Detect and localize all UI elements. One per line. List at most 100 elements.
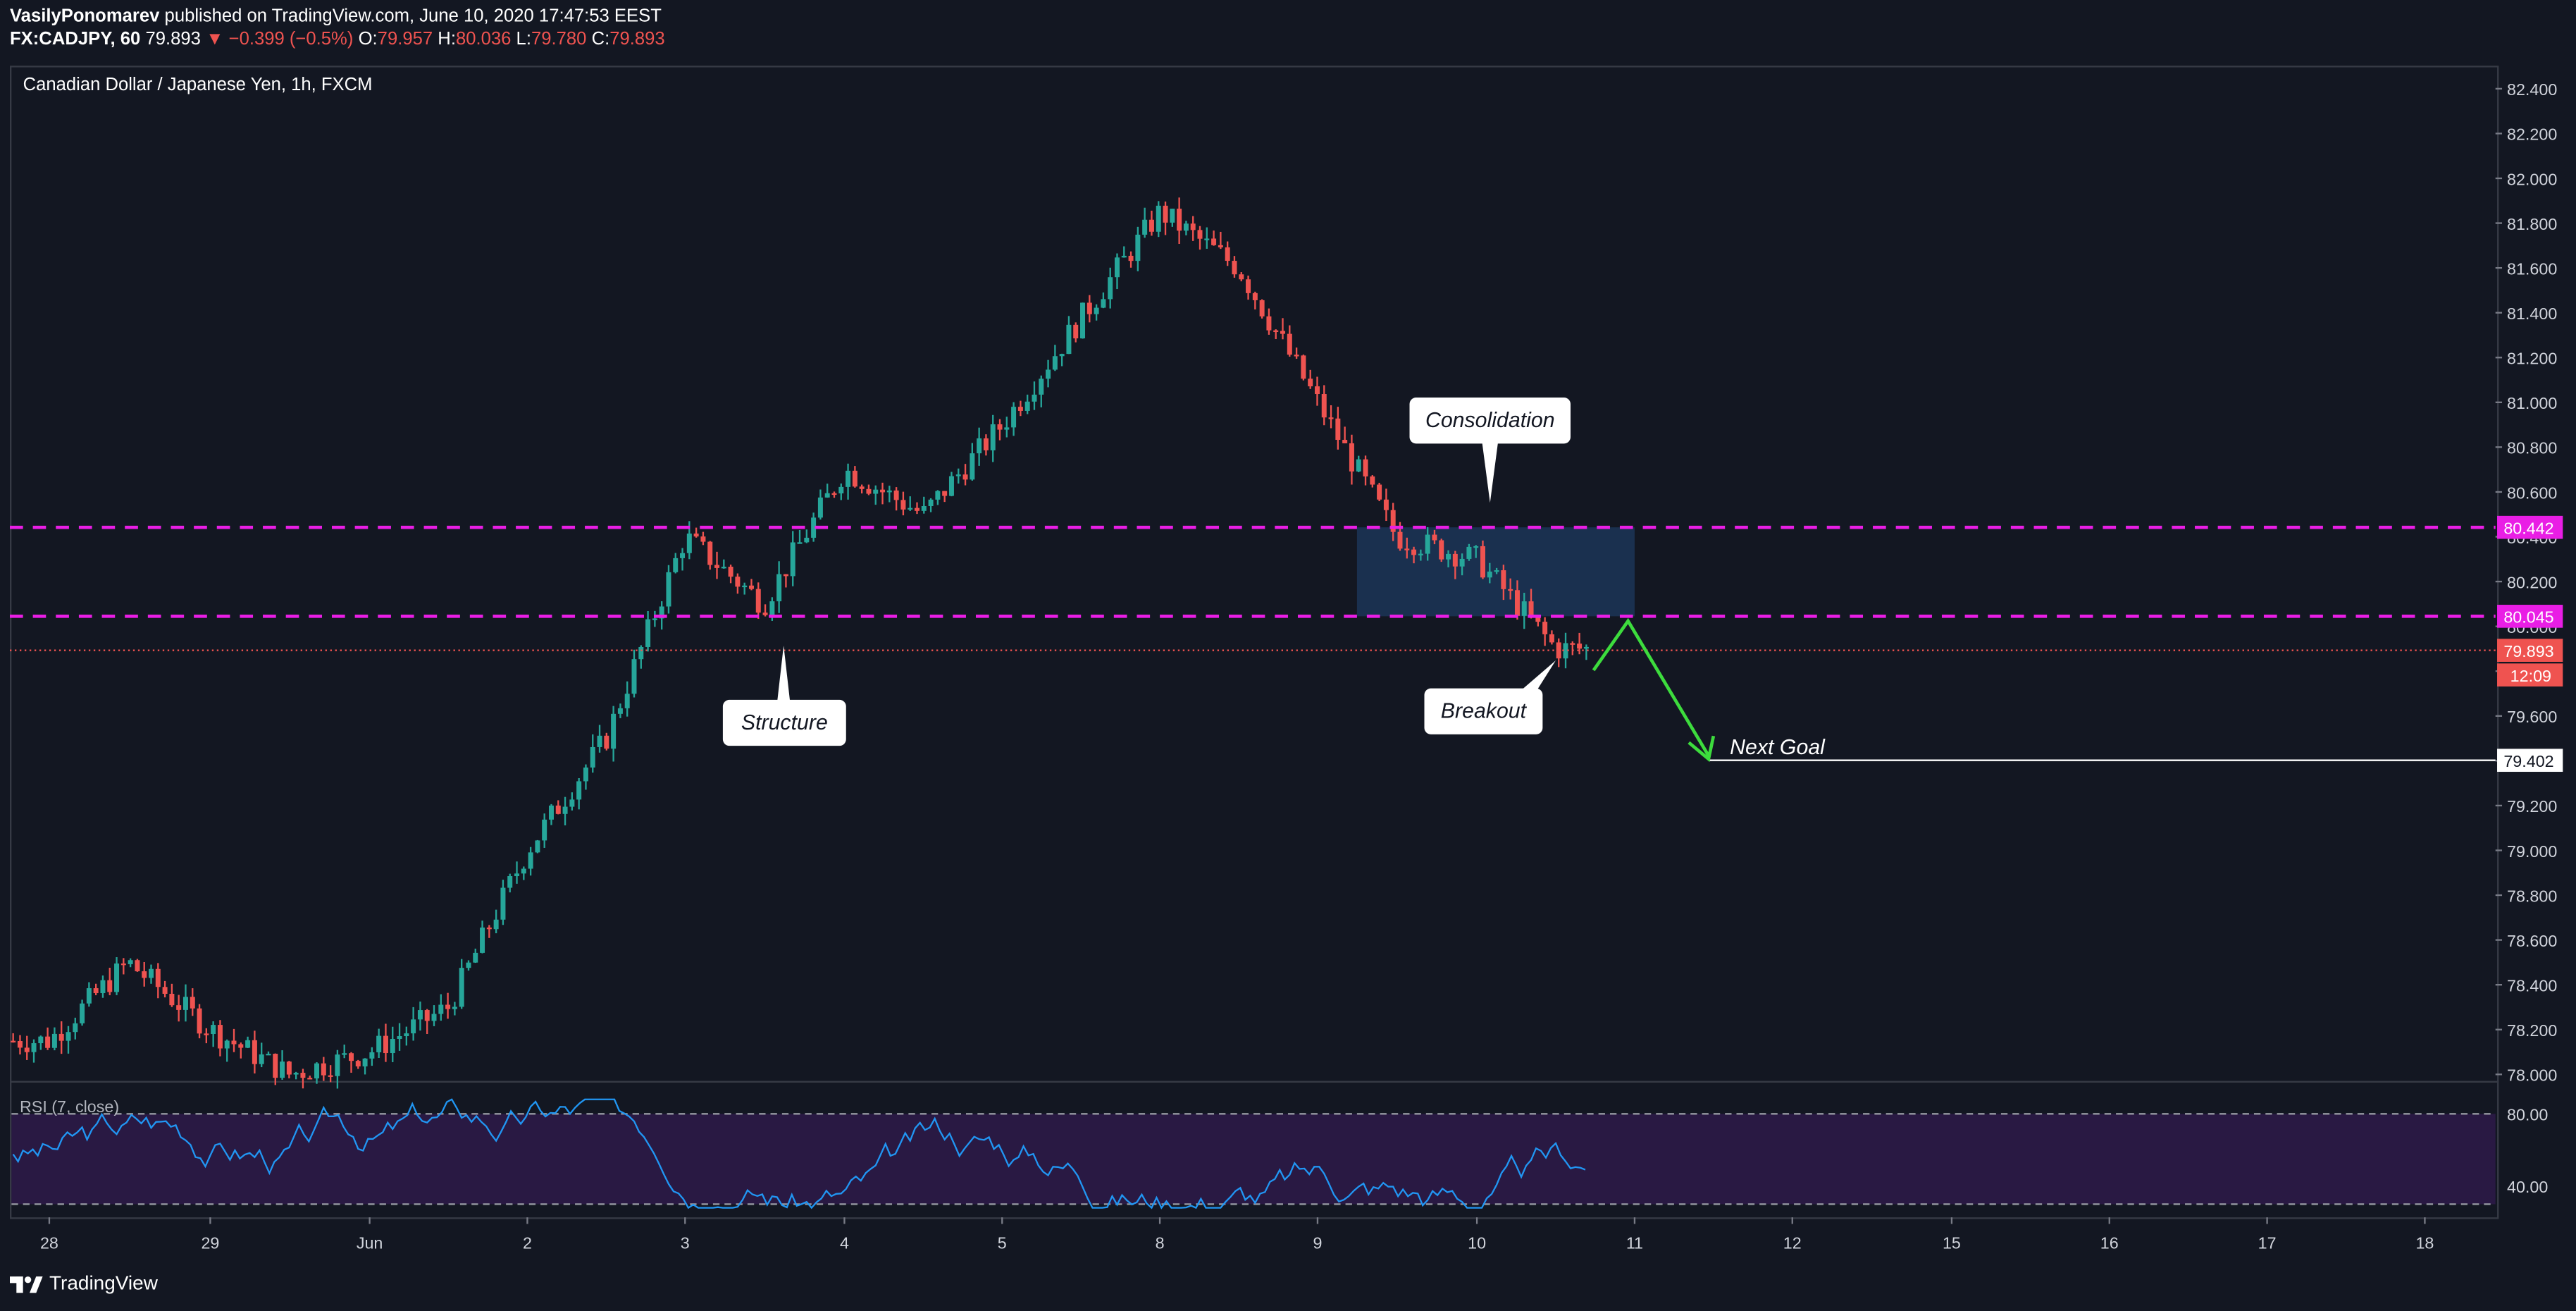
candle-body <box>1397 531 1403 549</box>
candle-body <box>597 735 602 747</box>
candle-body <box>859 486 865 489</box>
candle-body <box>224 1040 230 1049</box>
candle-body <box>990 424 996 450</box>
candle-body <box>45 1036 51 1048</box>
candle-body <box>273 1054 278 1078</box>
candle-body <box>135 960 140 971</box>
candle-body <box>797 542 803 544</box>
candle-body <box>893 490 899 500</box>
footer[interactable]: TradingView <box>9 1272 158 1295</box>
candle-body <box>1046 369 1051 379</box>
candle-body <box>1535 615 1541 622</box>
candle-body <box>1466 546 1472 559</box>
candle-body <box>383 1035 388 1054</box>
candle-body <box>1473 546 1479 548</box>
publisher-name[interactable]: VasilyPonomarev <box>9 6 160 27</box>
change-value: −0.399 (−0.5%) <box>228 29 354 49</box>
candle-body <box>1335 418 1341 441</box>
candle-body <box>259 1054 264 1064</box>
candle-body <box>521 868 526 874</box>
tradingview-logo-icon <box>9 1276 43 1293</box>
time-tick-label: 16 <box>2100 1233 2119 1252</box>
candle-body <box>700 536 706 542</box>
time-tick-label: 12 <box>1783 1233 1802 1252</box>
price-tick-label: 79.000 <box>2507 842 2557 861</box>
candle-body <box>1480 546 1485 578</box>
candle-body <box>811 517 817 538</box>
candle-body <box>369 1052 375 1059</box>
symbol-label[interactable]: FX:CADJPY, 60 <box>9 29 141 49</box>
candle-body <box>1232 261 1237 275</box>
time-tick-label: 9 <box>1313 1233 1322 1252</box>
breakout-callout-pointer <box>1519 660 1556 692</box>
candle-body <box>983 438 989 450</box>
high-value: 80.036 <box>455 29 512 49</box>
rsi-pane[interactable] <box>9 1081 2499 1219</box>
candle-body <box>1383 499 1389 510</box>
candle-body <box>1418 553 1423 555</box>
candle-body <box>1135 234 1141 261</box>
open-label: O: <box>358 29 378 49</box>
price-tag <box>2497 749 2563 773</box>
candle-body <box>1204 238 1210 240</box>
candle-body <box>190 997 195 1009</box>
candle-body <box>838 486 844 494</box>
candle-body <box>452 1007 457 1009</box>
candle-body <box>362 1058 368 1066</box>
candle-body <box>542 819 547 841</box>
candle-body <box>977 438 982 454</box>
candle-body <box>783 574 788 577</box>
candle-body <box>921 505 927 511</box>
close-value: 79.893 <box>609 29 665 49</box>
candle-body <box>1017 407 1023 411</box>
candle-body <box>1411 549 1417 555</box>
candle-body <box>1121 255 1127 258</box>
candle-body <box>583 767 588 782</box>
candle-body <box>211 1025 216 1035</box>
candle-body <box>38 1036 44 1044</box>
candle-body <box>528 852 533 869</box>
time-tick-label: Jun <box>357 1233 383 1252</box>
candle-body <box>80 1003 85 1023</box>
breakout-callout-text: Breakout <box>1441 700 1528 723</box>
time-tick-label: 17 <box>2258 1233 2277 1252</box>
candle-body <box>1349 443 1354 472</box>
countdown-label: 12:09 <box>2510 667 2551 685</box>
candle-body <box>1404 548 1410 550</box>
candle-body <box>852 470 857 487</box>
price-tick-label: 81.400 <box>2507 304 2557 323</box>
candle-body <box>31 1043 37 1052</box>
instrument-title: Canadian Dollar / Japanese Yen, 1h, FXCM <box>23 75 373 94</box>
candle-body <box>342 1053 347 1055</box>
candle-body <box>128 960 133 964</box>
candle-body <box>1549 634 1554 643</box>
candle-body <box>555 805 561 814</box>
consolidation-callout-pointer <box>1482 440 1499 503</box>
price-tag <box>2497 639 2563 662</box>
price-tag-label: 79.893 <box>2503 642 2553 660</box>
candle-body <box>1246 279 1251 293</box>
candle-body <box>880 489 886 493</box>
candle-body <box>1390 510 1396 532</box>
publish-info: VasilyPonomarev published on TradingView… <box>10 6 662 26</box>
candle-body <box>776 574 782 602</box>
price-tick-label: 78.800 <box>2507 887 2557 905</box>
candle-body <box>652 618 657 620</box>
candle-body <box>1487 571 1492 578</box>
candle-body <box>197 1008 202 1034</box>
candle-body <box>182 997 188 1010</box>
candle-body <box>728 567 733 577</box>
candle-body <box>114 963 120 992</box>
candle-body <box>908 507 913 510</box>
candle-body <box>307 1078 313 1080</box>
candle-body <box>1183 223 1189 231</box>
candle-body <box>817 497 823 518</box>
candle-body <box>376 1035 382 1052</box>
candle-body <box>176 1005 182 1010</box>
candle-body <box>548 805 554 820</box>
candle-body <box>314 1063 320 1078</box>
candle-body <box>1321 394 1327 418</box>
candle-body <box>1356 459 1361 472</box>
candle-body <box>1142 219 1148 235</box>
